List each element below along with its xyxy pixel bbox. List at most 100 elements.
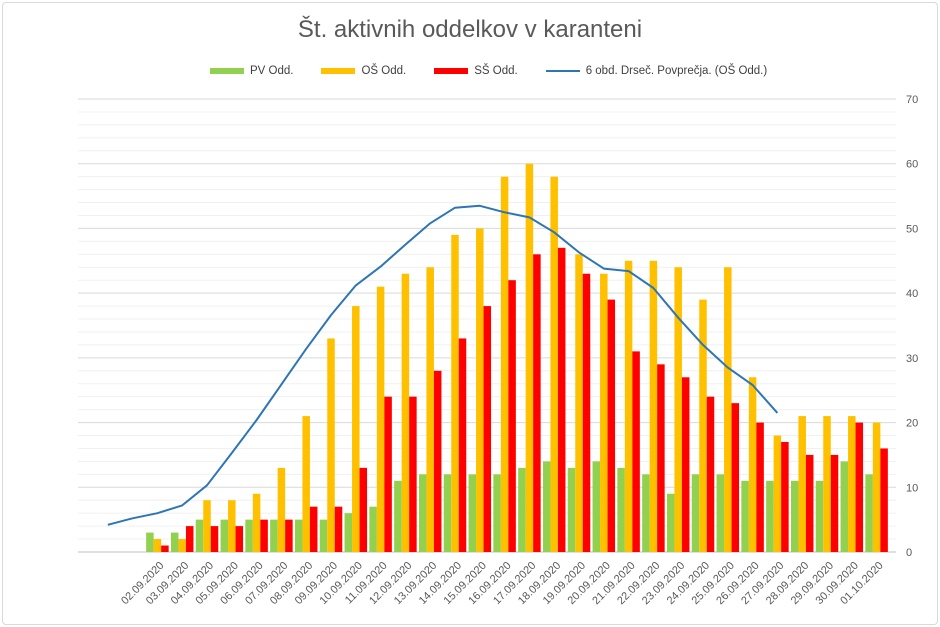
- os-bar: [327, 338, 335, 552]
- pv-bar: [691, 474, 700, 552]
- pv-bar: [195, 519, 204, 552]
- os-bar: [451, 234, 459, 552]
- pv-bar: [146, 532, 154, 552]
- pv-bar: [369, 506, 377, 552]
- legend-swatch-ss: [434, 68, 469, 74]
- ss-bar: [235, 526, 244, 552]
- pv-bar: [840, 461, 849, 552]
- ss-bar: [433, 370, 442, 552]
- os-bar: [252, 493, 261, 552]
- legend: PV Odd. OŠ Odd. SŠ Odd. 6 obd. Drseč. Po…: [210, 62, 795, 80]
- y-tick-label: 10: [906, 482, 918, 494]
- ss-bar: [557, 247, 566, 553]
- legend-swatch-os: [321, 68, 356, 74]
- ss-bar: [185, 526, 194, 552]
- legend-label-os: OŠ Odd.: [361, 65, 407, 77]
- ss-bar: [161, 545, 169, 552]
- ss-bar: [359, 467, 368, 552]
- ss-bar: [582, 273, 591, 552]
- pv-bar: [666, 493, 675, 552]
- os-bar: [848, 416, 856, 552]
- ss-bar: [309, 506, 318, 552]
- os-bar: [600, 273, 608, 552]
- legend-label-pv: PV Odd.: [250, 65, 294, 77]
- pv-bar: [394, 480, 402, 552]
- y-tick-label: 40: [906, 288, 918, 300]
- ss-bar: [260, 519, 268, 552]
- os-bar: [525, 163, 534, 552]
- ss-bar: [756, 422, 764, 552]
- ss-bar: [384, 396, 392, 552]
- legend-item-ss: SŠ Odd.: [434, 65, 518, 77]
- legend-item-pv: PV Odd.: [210, 65, 293, 77]
- os-bar: [773, 435, 782, 552]
- os-bar: [476, 228, 484, 552]
- os-bar: [872, 422, 881, 552]
- os-bar: [649, 260, 658, 552]
- legend-label-ss: SŠ Odd.: [474, 65, 518, 77]
- os-bar: [699, 299, 707, 552]
- pv-bar: [592, 461, 601, 552]
- pv-bar: [567, 467, 576, 552]
- os-bar: [352, 306, 360, 552]
- ss-bar: [458, 338, 467, 552]
- os-bar: [153, 539, 162, 552]
- y-tick-label: 20: [906, 418, 918, 430]
- legend-swatch-pv: [210, 68, 244, 74]
- ss-bar: [285, 519, 293, 552]
- os-bar: [426, 267, 434, 552]
- os-bar: [823, 416, 831, 552]
- pv-bar: [418, 474, 427, 552]
- pv-bar: [642, 474, 650, 552]
- os-bar: [575, 254, 583, 553]
- ss-bar: [632, 351, 640, 552]
- ss-bar: [830, 454, 839, 552]
- ss-bar: [706, 396, 715, 552]
- pv-bar: [865, 474, 873, 552]
- os-bar: [302, 416, 310, 552]
- ss-bar: [657, 364, 665, 552]
- os-bar: [500, 176, 509, 552]
- os-bar: [178, 539, 186, 552]
- pv-bar: [493, 474, 501, 552]
- y-tick-label: 70: [906, 94, 918, 106]
- os-bar: [550, 176, 558, 552]
- os-bar: [228, 500, 236, 552]
- pv-bar: [716, 474, 725, 552]
- y-tick-label: 30: [906, 353, 918, 365]
- os-bar: [277, 467, 286, 552]
- pv-bar: [294, 519, 303, 552]
- chart-title: Št. aktivnih oddelkov v karanteni: [297, 16, 643, 43]
- ss-bar: [533, 254, 541, 553]
- ss-bar: [409, 396, 417, 552]
- pv-bar: [766, 480, 774, 552]
- ss-bar: [681, 377, 690, 552]
- ss-bar: [334, 506, 343, 552]
- ss-bar: [607, 299, 616, 552]
- os-bar: [674, 267, 682, 552]
- os-bar: [624, 260, 633, 552]
- os-bar: [798, 416, 806, 552]
- ss-bar: [805, 454, 814, 552]
- ss-bar: [210, 526, 219, 552]
- pv-bar: [468, 474, 477, 552]
- os-bar: [401, 273, 410, 552]
- pv-bar: [542, 461, 551, 552]
- trend-line: [107, 204, 779, 526]
- pv-bar: [617, 467, 625, 552]
- pv-bar: [790, 480, 799, 552]
- y-tick-label: 60: [906, 159, 918, 171]
- os-bar: [203, 500, 211, 552]
- ss-bar: [781, 441, 789, 552]
- legend-item-trend: 6 obd. Drseč. Povprečja. (OŠ Odd.): [545, 65, 767, 77]
- y-tick-label: 0: [906, 547, 912, 559]
- ss-bar: [731, 403, 740, 552]
- y-tick-label: 50: [906, 223, 918, 235]
- pv-bar: [741, 480, 749, 552]
- ss-bar: [508, 280, 516, 552]
- ss-bar: [483, 306, 492, 552]
- pv-bar: [344, 513, 353, 552]
- pv-bar: [443, 474, 452, 552]
- pv-bar: [245, 519, 253, 552]
